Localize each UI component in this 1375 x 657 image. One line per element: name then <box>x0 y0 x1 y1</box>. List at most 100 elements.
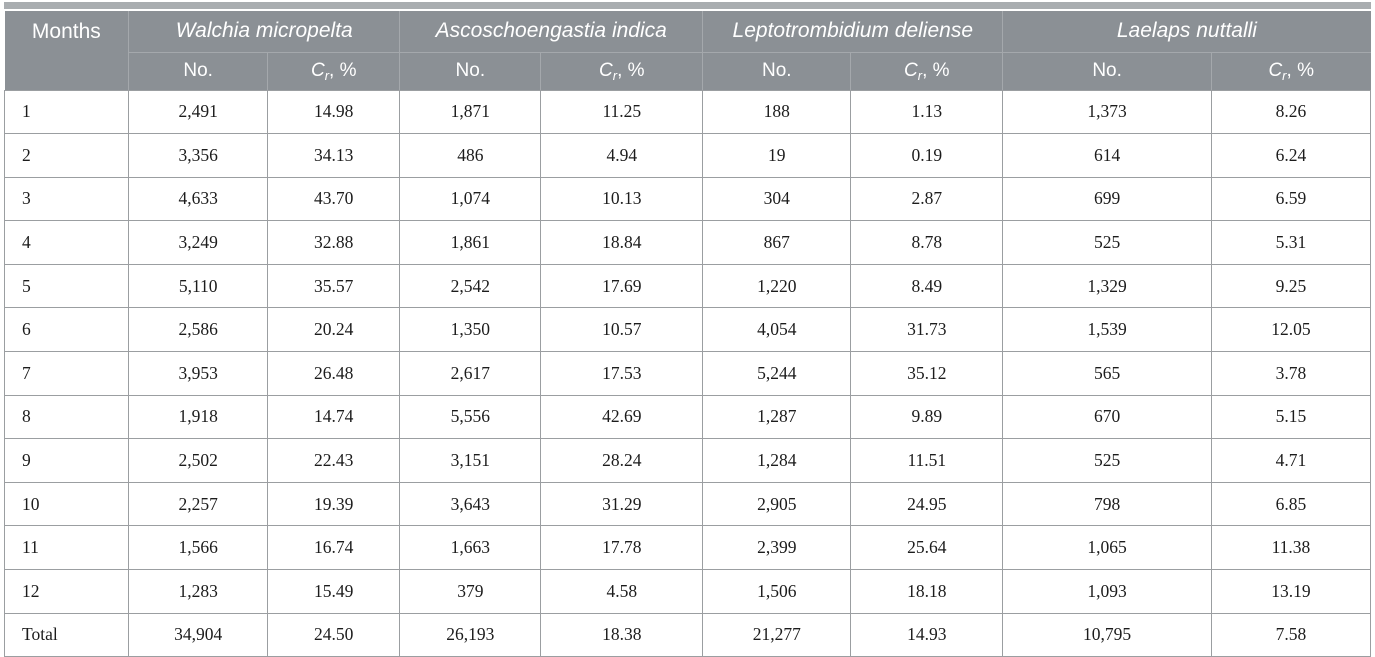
value-cell-walchia-cr: 43.70 <box>267 176 401 222</box>
value-cell-ascoschoengastia-cr: 18.84 <box>540 220 704 265</box>
value-cell-leptotrombidium-no: 1,506 <box>702 569 852 614</box>
value-cell-ascoschoengastia-cr: 10.13 <box>540 176 704 222</box>
table-header: Months Walchia micropelta Ascoschoengast… <box>4 11 1371 91</box>
value-cell-ascoschoengastia-no: 1,350 <box>399 307 542 353</box>
value-cell-leptotrombidium-no: 188 <box>702 89 852 135</box>
subheader-cr-ascoschoengastia: Cr, % <box>540 52 703 91</box>
table-row: 5 5,110 35.57 2,542 17.69 1,220 8.49 1,3… <box>3 263 1372 309</box>
value-cell-ascoschoengastia-cr: 31.29 <box>540 481 704 527</box>
value-cell-walchia-cr: 32.88 <box>267 220 401 265</box>
value-cell-walchia-cr: 14.74 <box>267 394 401 440</box>
value-cell-walchia-no: 2,586 <box>128 307 269 353</box>
value-cell-leptotrombidium-no: 304 <box>702 176 852 222</box>
value-cell-walchia-cr: 20.24 <box>267 307 401 353</box>
value-cell-laelaps-no: 1,539 <box>1002 307 1212 353</box>
value-cell-leptotrombidium-no: 21,277 <box>702 612 852 657</box>
value-cell-ascoschoengastia-cr: 17.53 <box>540 351 704 396</box>
table-top-rule <box>4 2 1371 9</box>
value-cell-laelaps-no: 1,373 <box>1002 89 1212 135</box>
value-cell-ascoschoengastia-no: 2,617 <box>399 351 542 396</box>
no-label: No. <box>761 60 792 81</box>
value-cell-leptotrombidium-no: 1,287 <box>702 394 852 440</box>
cr-subscript: r <box>917 68 923 83</box>
value-cell-leptotrombidium-no: 2,399 <box>702 525 852 571</box>
value-cell-ascoschoengastia-cr: 18.38 <box>540 612 704 657</box>
table-row: Total 34,904 24.50 26,193 18.38 21,277 1… <box>3 612 1372 657</box>
month-cell: 11 <box>3 525 130 571</box>
subheader-cr-leptotrombidium: Cr, % <box>850 52 1003 91</box>
value-cell-walchia-no: 4,633 <box>128 176 269 222</box>
value-cell-leptotrombidium-cr: 25.64 <box>850 525 1004 571</box>
cr-subscript: r <box>324 68 330 83</box>
month-cell: 8 <box>3 394 130 440</box>
value-cell-walchia-no: 2,502 <box>128 438 269 483</box>
value-cell-laelaps-cr: 9.25 <box>1210 263 1372 309</box>
value-cell-laelaps-cr: 5.15 <box>1210 394 1372 440</box>
cr-symbol: C <box>599 60 613 81</box>
table-row: 1 2,491 14.98 1,871 11.25 188 1.13 1,373… <box>3 89 1372 135</box>
subheader-no-laelaps: No. <box>1002 52 1212 91</box>
value-cell-laelaps-no: 1,065 <box>1002 525 1212 571</box>
month-cell: Total <box>3 612 130 657</box>
value-cell-walchia-cr: 16.74 <box>267 525 401 571</box>
value-cell-walchia-cr: 15.49 <box>267 569 401 614</box>
table-row: 12 1,283 15.49 379 4.58 1,506 18.18 1,09… <box>3 569 1372 614</box>
month-cell: 12 <box>3 569 130 614</box>
table-row: 10 2,257 19.39 3,643 31.29 2,905 24.95 7… <box>3 481 1372 527</box>
value-cell-walchia-no: 3,953 <box>128 351 269 396</box>
value-cell-leptotrombidium-no: 5,244 <box>702 351 852 396</box>
value-cell-leptotrombidium-cr: 8.49 <box>850 263 1004 309</box>
value-cell-leptotrombidium-cr: 8.78 <box>850 220 1004 265</box>
value-cell-leptotrombidium-no: 4,054 <box>702 307 852 353</box>
cr-percent-label: , % <box>329 60 357 81</box>
month-cell: 3 <box>3 176 130 222</box>
table-row: 9 2,502 22.43 3,151 28.24 1,284 11.51 52… <box>3 438 1372 483</box>
value-cell-walchia-cr: 24.50 <box>267 612 401 657</box>
value-cell-leptotrombidium-cr: 11.51 <box>850 438 1004 483</box>
table-row: 3 4,633 43.70 1,074 10.13 304 2.87 699 6… <box>3 176 1372 222</box>
value-cell-ascoschoengastia-no: 3,151 <box>399 438 542 483</box>
cr-subscript: r <box>1282 68 1287 83</box>
month-cell: 7 <box>3 351 130 396</box>
no-label: No. <box>183 60 213 81</box>
species-header-row: Months Walchia micropelta Ascoschoengast… <box>4 11 1371 91</box>
cr-subscript: r <box>612 68 618 83</box>
value-cell-laelaps-no: 614 <box>1002 133 1212 178</box>
value-cell-leptotrombidium-cr: 1.13 <box>850 89 1004 135</box>
value-cell-ascoschoengastia-no: 1,871 <box>399 89 542 135</box>
value-cell-laelaps-cr: 8.26 <box>1210 89 1372 135</box>
value-cell-ascoschoengastia-no: 379 <box>399 569 542 614</box>
species-header-leptotrombidium-deliense: Leptotrombidium deliense <box>702 11 1003 53</box>
month-cell: 2 <box>3 133 130 178</box>
value-cell-ascoschoengastia-cr: 28.24 <box>540 438 704 483</box>
month-cell: 9 <box>3 438 130 483</box>
table-body: 1 2,491 14.98 1,871 11.25 188 1.13 1,373… <box>3 89 1372 657</box>
no-label: No. <box>455 60 486 81</box>
value-cell-walchia-cr: 34.13 <box>267 133 401 178</box>
value-cell-leptotrombidium-cr: 24.95 <box>850 481 1004 527</box>
value-cell-laelaps-no: 1,093 <box>1002 569 1212 614</box>
value-cell-laelaps-cr: 6.85 <box>1210 481 1372 527</box>
value-cell-leptotrombidium-cr: 18.18 <box>850 569 1004 614</box>
value-cell-laelaps-no: 798 <box>1002 481 1212 527</box>
value-cell-ascoschoengastia-no: 1,861 <box>399 220 542 265</box>
cr-symbol: C <box>1268 60 1283 81</box>
value-cell-leptotrombidium-cr: 35.12 <box>850 351 1004 396</box>
table-row: 8 1,918 14.74 5,556 42.69 1,287 9.89 670… <box>3 394 1372 440</box>
value-cell-leptotrombidium-no: 1,284 <box>702 438 852 483</box>
subheader-no-leptotrombidium: No. <box>702 52 851 91</box>
table-row: 7 3,953 26.48 2,617 17.53 5,244 35.12 56… <box>3 351 1372 396</box>
value-cell-ascoschoengastia-no: 1,074 <box>399 176 542 222</box>
value-cell-laelaps-cr: 12.05 <box>1210 307 1372 353</box>
cr-symbol: C <box>904 60 918 81</box>
value-cell-leptotrombidium-no: 2,905 <box>702 481 852 527</box>
value-cell-ascoschoengastia-no: 1,663 <box>399 525 542 571</box>
species-header-walchia-micropelta: Walchia micropelta <box>128 11 400 53</box>
cr-percent-label: , % <box>617 60 645 81</box>
value-cell-walchia-no: 34,904 <box>128 612 269 657</box>
subheader-no-walchia: No. <box>128 52 268 91</box>
value-cell-ascoschoengastia-cr: 4.58 <box>540 569 704 614</box>
value-cell-laelaps-cr: 11.38 <box>1210 525 1372 571</box>
cr-percent-label: , % <box>922 60 950 81</box>
subheader-cr-walchia: Cr, % <box>267 52 400 91</box>
